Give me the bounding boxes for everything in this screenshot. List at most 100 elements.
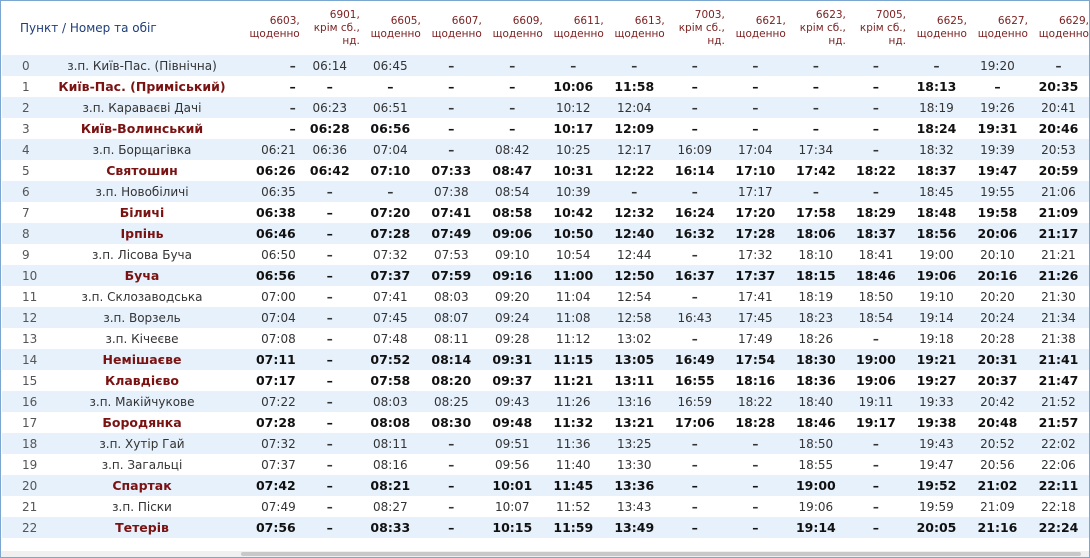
time-cell: 17:10 (735, 163, 776, 178)
time-cell: – (326, 499, 333, 514)
time-cell: 20:37 (977, 373, 1018, 388)
time-cell: 21:52 (1027, 391, 1089, 412)
time-cell: 19:21 (905, 349, 967, 370)
time-cell: 11:04 (555, 289, 591, 304)
time-cell: 10:42 (553, 205, 594, 220)
time-cell: 17:28 (724, 223, 786, 244)
time-cell: – (299, 475, 360, 496)
time-cell: 18:46 (845, 265, 906, 286)
header-row: Пункт / Номер та обіг 6603, щоденно 6901,… (2, 1, 1089, 55)
time-cell: 13:25 (603, 433, 665, 454)
scrollbar-thumb[interactable] (241, 552, 1081, 556)
time-cell: 22:18 (1041, 499, 1076, 514)
time-cell: 11:59 (542, 517, 604, 538)
row-number: 13 (22, 331, 38, 346)
table-row: 2 з.п. Караваєві Дачі –06:23 06:51– –10:12 12… (2, 97, 1089, 118)
time-cell: – (664, 475, 725, 496)
time-cell: 18:50 (785, 433, 846, 454)
time-cell: – (724, 97, 786, 118)
row-number: 0 (2, 55, 46, 76)
station-name: Спартак (45, 475, 239, 496)
time-cell: 13:21 (614, 415, 655, 430)
time-cell: 07:17 (255, 373, 296, 388)
time-cell: 19:31 (977, 121, 1018, 136)
time-cell: – (238, 55, 300, 76)
time-cell: 22:24 (1027, 517, 1089, 538)
time-cell: 07:58 (370, 373, 411, 388)
time-cell: – (752, 499, 759, 514)
time-cell: 07:22 (238, 391, 300, 412)
time-cell: – (326, 373, 333, 388)
row-number: 19 (22, 457, 38, 472)
time-cell: – (326, 205, 333, 220)
time-cell: – (289, 121, 296, 136)
time-cell: 08:33 (359, 517, 421, 538)
time-cell: 06:26 (255, 163, 296, 178)
time-cell: 06:56 (370, 121, 411, 136)
station-name: з.п. Новобіличі (45, 181, 239, 202)
time-cell: – (691, 457, 698, 472)
row-number: 4 (2, 139, 46, 160)
row-number: 6 (2, 181, 46, 202)
station-name: Тетерів (45, 517, 239, 538)
time-cell: 09:51 (481, 433, 543, 454)
time-cell: – (326, 79, 333, 94)
time-cell: 06:23 (299, 97, 360, 118)
time-cell: – (664, 433, 725, 454)
time-cell: – (448, 121, 455, 136)
time-cell: 21:30 (1041, 289, 1076, 304)
time-cell: 06:14 (299, 55, 360, 76)
row-number: 14 (2, 349, 46, 370)
time-cell: 18:19 (798, 289, 834, 304)
row-number: 1 (22, 79, 30, 94)
time-cell: 08:58 (492, 205, 533, 220)
time-cell: 18:37 (916, 163, 957, 178)
time-cell: 07:41 (431, 205, 472, 220)
time-cell: 07:28 (359, 223, 421, 244)
time-cell: 11:36 (542, 433, 604, 454)
time-cell: 11:58 (614, 79, 655, 94)
station-name: з.п. Київ-Пас. (Північна) (45, 55, 239, 76)
time-cell: – (691, 289, 698, 304)
station-name: з.п. Піски (112, 499, 172, 514)
time-cell: 19:14 (785, 517, 846, 538)
table-row: 20 Спартак 07:42–08:21–10:01 11:45 13:36– –19… (2, 475, 1089, 496)
time-cell: 07:53 (434, 247, 469, 262)
time-cell: – (724, 475, 786, 496)
time-cell: 21:06 (1027, 181, 1089, 202)
time-cell: 17:34 (785, 139, 846, 160)
time-cell: 07:56 (238, 517, 300, 538)
time-cell: 07:08 (261, 331, 296, 346)
time-cell: 17:04 (724, 139, 786, 160)
time-cell: 18:50 (858, 289, 894, 304)
station-name: з.п. Макійчукове (45, 391, 239, 412)
horizontal-scrollbar[interactable] (1, 551, 1089, 557)
time-cell: 16:24 (674, 205, 715, 220)
time-cell: 08:20 (431, 373, 472, 388)
time-cell: 07:37 (261, 457, 296, 472)
time-cell: – (603, 55, 665, 76)
time-cell: – (299, 433, 360, 454)
time-cell: 18:15 (785, 265, 846, 286)
time-cell: 08:25 (420, 391, 482, 412)
time-cell: 19:43 (905, 433, 967, 454)
time-cell: 09:56 (494, 457, 530, 472)
time-cell: – (326, 289, 333, 304)
time-cell: 06:28 (309, 121, 350, 136)
time-cell: 21:09 (980, 499, 1015, 514)
time-cell: – (724, 433, 786, 454)
time-cell: 19:10 (919, 289, 954, 304)
time-cell: 17:32 (738, 247, 773, 262)
time-cell: 22:02 (1027, 433, 1089, 454)
time-cell: 16:59 (664, 391, 725, 412)
time-cell: – (542, 55, 604, 76)
time-cell: 18:28 (735, 415, 776, 430)
time-cell: – (845, 55, 906, 76)
time-cell: 18:19 (905, 97, 967, 118)
time-cell: 11:21 (553, 373, 594, 388)
time-cell: 12:09 (614, 121, 655, 136)
time-cell: 06:21 (238, 139, 300, 160)
time-cell: 20:24 (966, 307, 1028, 328)
time-cell: 21:21 (1041, 247, 1076, 262)
row-number: 2 (2, 97, 46, 118)
